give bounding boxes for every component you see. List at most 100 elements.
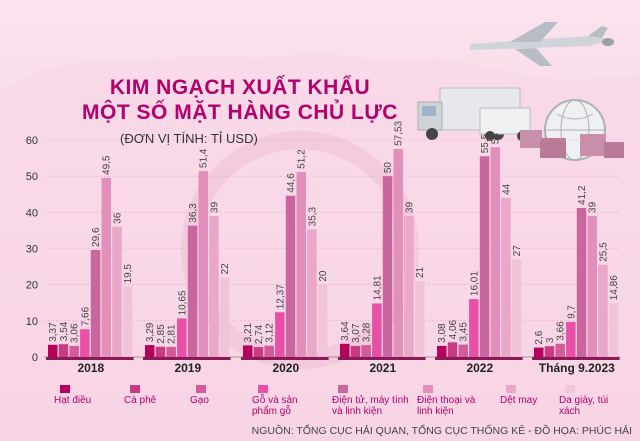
bar [166, 346, 176, 357]
bar [555, 343, 565, 357]
data-label: 3,08 [437, 323, 448, 343]
bar [155, 346, 166, 357]
bar [209, 215, 219, 357]
data-label: 27 [512, 245, 523, 257]
bar [122, 286, 133, 357]
bar [490, 147, 500, 357]
data-label: 3,21 [243, 322, 254, 342]
data-label: 51,4 [199, 148, 210, 168]
boxes-icon [520, 130, 624, 158]
data-label: 2,81 [167, 324, 178, 344]
data-label: 12,37 [275, 284, 286, 309]
bar [458, 344, 468, 357]
bar [501, 197, 511, 357]
y-tick-label: 20 [26, 280, 38, 292]
bar [598, 264, 608, 357]
group-baseline [435, 357, 523, 360]
data-label: 7,66 [80, 306, 91, 326]
data-label: 36 [112, 212, 123, 224]
chart-title-line1: KIM NGẠCH XUẤT KHẨU [109, 76, 371, 99]
bar [48, 344, 58, 357]
bar [437, 345, 447, 357]
bar [511, 259, 522, 357]
y-axis: 0 10 20 30 40 50 60 [26, 135, 620, 364]
bar [296, 171, 306, 357]
data-label: 10,65 [177, 290, 188, 315]
data-label: 39 [588, 201, 599, 213]
bar [80, 329, 90, 357]
bar [145, 345, 155, 357]
y-tick-label: 0 [32, 352, 38, 364]
legend-label: Điện tử, máy tính và linh kiện [332, 395, 409, 417]
bar [447, 342, 458, 357]
legend-label: Gạo [190, 395, 209, 406]
bar [285, 195, 296, 357]
data-label: 55,5 [480, 133, 491, 153]
data-label: 14,86 [609, 275, 620, 300]
chart-title-line2: MỘT SỐ MẶT HÀNG CHỦ LỰC [82, 101, 398, 124]
bar [112, 226, 122, 357]
legend-swatch [423, 385, 433, 393]
data-label: 4,06 [448, 319, 459, 339]
bar [393, 148, 403, 357]
bar [350, 345, 361, 357]
data-label: 21 [415, 266, 426, 278]
data-label: 25,5 [598, 242, 609, 262]
group-baseline [143, 357, 231, 360]
bar [243, 345, 253, 357]
data-label: 9,7 [566, 305, 577, 319]
data-label: 14,81 [372, 275, 383, 300]
data-label: 3,54 [59, 321, 70, 341]
x-category-label: 2021 [369, 361, 396, 375]
bar [101, 177, 111, 357]
source-credit: NGUỒN: TỔNG CỤC HẢI QUAN, TỔNG CỤC THỐNG… [251, 425, 632, 437]
legend-swatch [196, 385, 206, 393]
y-tick-label: 60 [26, 135, 38, 147]
bar [275, 312, 285, 357]
data-label: 3 [545, 337, 556, 343]
x-category-label: 2019 [174, 361, 201, 375]
bar [469, 299, 479, 357]
data-label: 2,85 [156, 324, 167, 344]
bar [372, 303, 382, 357]
data-label: 44 [501, 183, 512, 195]
data-label: 2,74 [254, 324, 265, 344]
data-label: 3,06 [70, 323, 81, 343]
bar [317, 284, 328, 357]
bar [264, 345, 274, 357]
x-category-label: 2020 [272, 361, 299, 375]
bar [587, 215, 597, 357]
bar [608, 303, 619, 357]
data-label: 19,5 [123, 264, 134, 284]
data-label: 58 [491, 133, 502, 145]
data-label: 39 [209, 201, 220, 213]
data-label: 16,01 [469, 271, 480, 296]
legend-swatch [338, 385, 348, 393]
x-category-label: 2018 [77, 361, 104, 375]
bar [177, 318, 187, 357]
data-label: 2,6 [534, 330, 545, 344]
group-baseline [241, 357, 329, 360]
bar [576, 207, 587, 357]
y-tick-label: 40 [26, 207, 38, 219]
legend-swatch [258, 385, 268, 393]
bar [58, 344, 69, 357]
bar [307, 229, 317, 357]
y-tick-label: 30 [26, 244, 38, 256]
data-label: 39 [404, 201, 415, 213]
group-baseline [532, 357, 620, 360]
bar [198, 171, 208, 357]
data-label: 57,53 [394, 120, 405, 145]
legend-label: Điện thoại và linh kiện [417, 395, 476, 417]
x-category-label: 2022 [466, 361, 493, 375]
data-label: 3,45 [459, 322, 470, 342]
data-label: 3,07 [351, 323, 362, 343]
y-tick-label: 50 [26, 171, 38, 183]
bar [534, 347, 544, 357]
bar [69, 345, 79, 357]
data-label: 29,6 [91, 227, 102, 247]
bar [414, 281, 425, 357]
bar [90, 249, 101, 357]
